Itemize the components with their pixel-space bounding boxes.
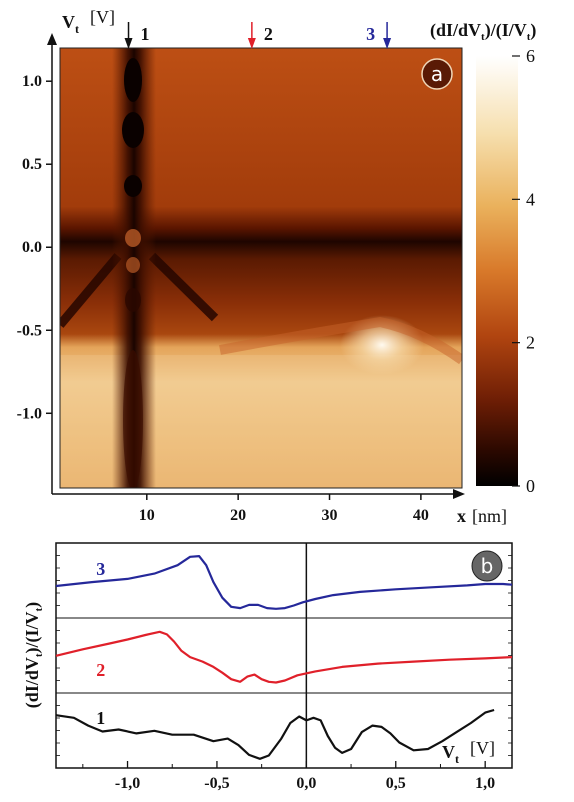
- y-axis-arrow-icon: [47, 33, 57, 45]
- series-label-3: 3: [96, 559, 105, 579]
- svg-text:b: b: [481, 554, 494, 578]
- marker-label-1: 1: [141, 24, 150, 44]
- panel-b-y-title: (dI/dVt)/(I/Vt): [22, 602, 45, 708]
- x-tick-label: 20: [230, 507, 246, 524]
- panel-badge-a: a: [421, 58, 453, 90]
- x-tick-label: 40: [413, 507, 429, 524]
- marker-label-2: 2: [264, 24, 273, 44]
- y-tick-label: 1.0: [22, 73, 42, 90]
- colorbar-tick-label: 0: [526, 476, 535, 496]
- panel-badge-b: b: [471, 550, 503, 582]
- panel-a-heatmap: 1.0 0.5 0.0 -0.5 -1.0 10 20 30 40 Vt [V] x [nm]…: [17, 7, 507, 526]
- series-line-1: [55, 708, 495, 760]
- heatmap-frame: [59, 47, 463, 489]
- y-axis-unit: [V]: [90, 7, 115, 27]
- x-tick-label: 30: [322, 507, 338, 524]
- y-tick-label: -1.0: [17, 405, 42, 422]
- panel-b-lines: -1,0 -0,5 0,0 0,5 1,0 3 2 1 (dI/dVt)/(I/Vt) Vt…: [22, 542, 513, 792]
- colorbar-tick-label: 6: [526, 46, 535, 66]
- panel-b-ticks: -1,0 -0,5 0,0 0,5 1,0: [56, 555, 512, 792]
- x-axis-unit: [nm]: [472, 506, 507, 526]
- x-tick-label: 10: [139, 507, 155, 524]
- svg-text:a: a: [431, 62, 443, 86]
- colorbar-tick-label: 2: [526, 333, 535, 353]
- marker-arrow-icon: [247, 38, 256, 49]
- y-tick-label: -0.5: [17, 322, 42, 339]
- y-axis-title: Vt: [62, 12, 79, 36]
- panel-b-x-tick-label: 0,5: [386, 775, 406, 792]
- series-label-1: 1: [96, 708, 105, 728]
- colorbar: (dI/dVt)/(I/Vt) 0 2 4 6: [430, 20, 536, 496]
- colorbar-title: (dI/dVt)/(I/Vt): [430, 20, 536, 43]
- x-axis-arrow-icon: [453, 489, 465, 499]
- series-label-2: 2: [96, 660, 105, 680]
- y-tick-label: 0.5: [22, 156, 42, 173]
- marker-arrow-icon: [124, 38, 133, 49]
- y-tick-label: 0.0: [22, 239, 42, 256]
- panel-b-x-unit: [V]: [470, 738, 495, 758]
- x-axis-title: x: [457, 506, 466, 526]
- panel-b-x-tick-label: -0,5: [204, 775, 229, 792]
- panel-b-series: 3 2 1: [55, 555, 513, 760]
- series-line-2: [55, 630, 513, 684]
- panel-b-x-tick-label: -1,0: [115, 775, 140, 792]
- series-line-3: [55, 555, 513, 610]
- colorbar-ticks: 0 2 4 6: [512, 46, 535, 496]
- x-ticks: 10 20 30 40: [139, 494, 429, 524]
- colorbar-gradient: [476, 56, 518, 486]
- colorbar-tick-label: 4: [526, 189, 535, 209]
- heatmap-image: [60, 48, 462, 488]
- feature-markers: 1 2 3: [124, 22, 392, 49]
- y-ticks: 1.0 0.5 0.0 -0.5 -1.0: [17, 73, 52, 422]
- marker-label-3: 3: [366, 24, 375, 44]
- panel-b-x-title: Vt: [442, 742, 459, 766]
- panel-b-x-tick-label: 0,0: [296, 775, 316, 792]
- panel-b-x-tick-label: 1,0: [475, 775, 495, 792]
- marker-arrow-icon: [383, 38, 392, 49]
